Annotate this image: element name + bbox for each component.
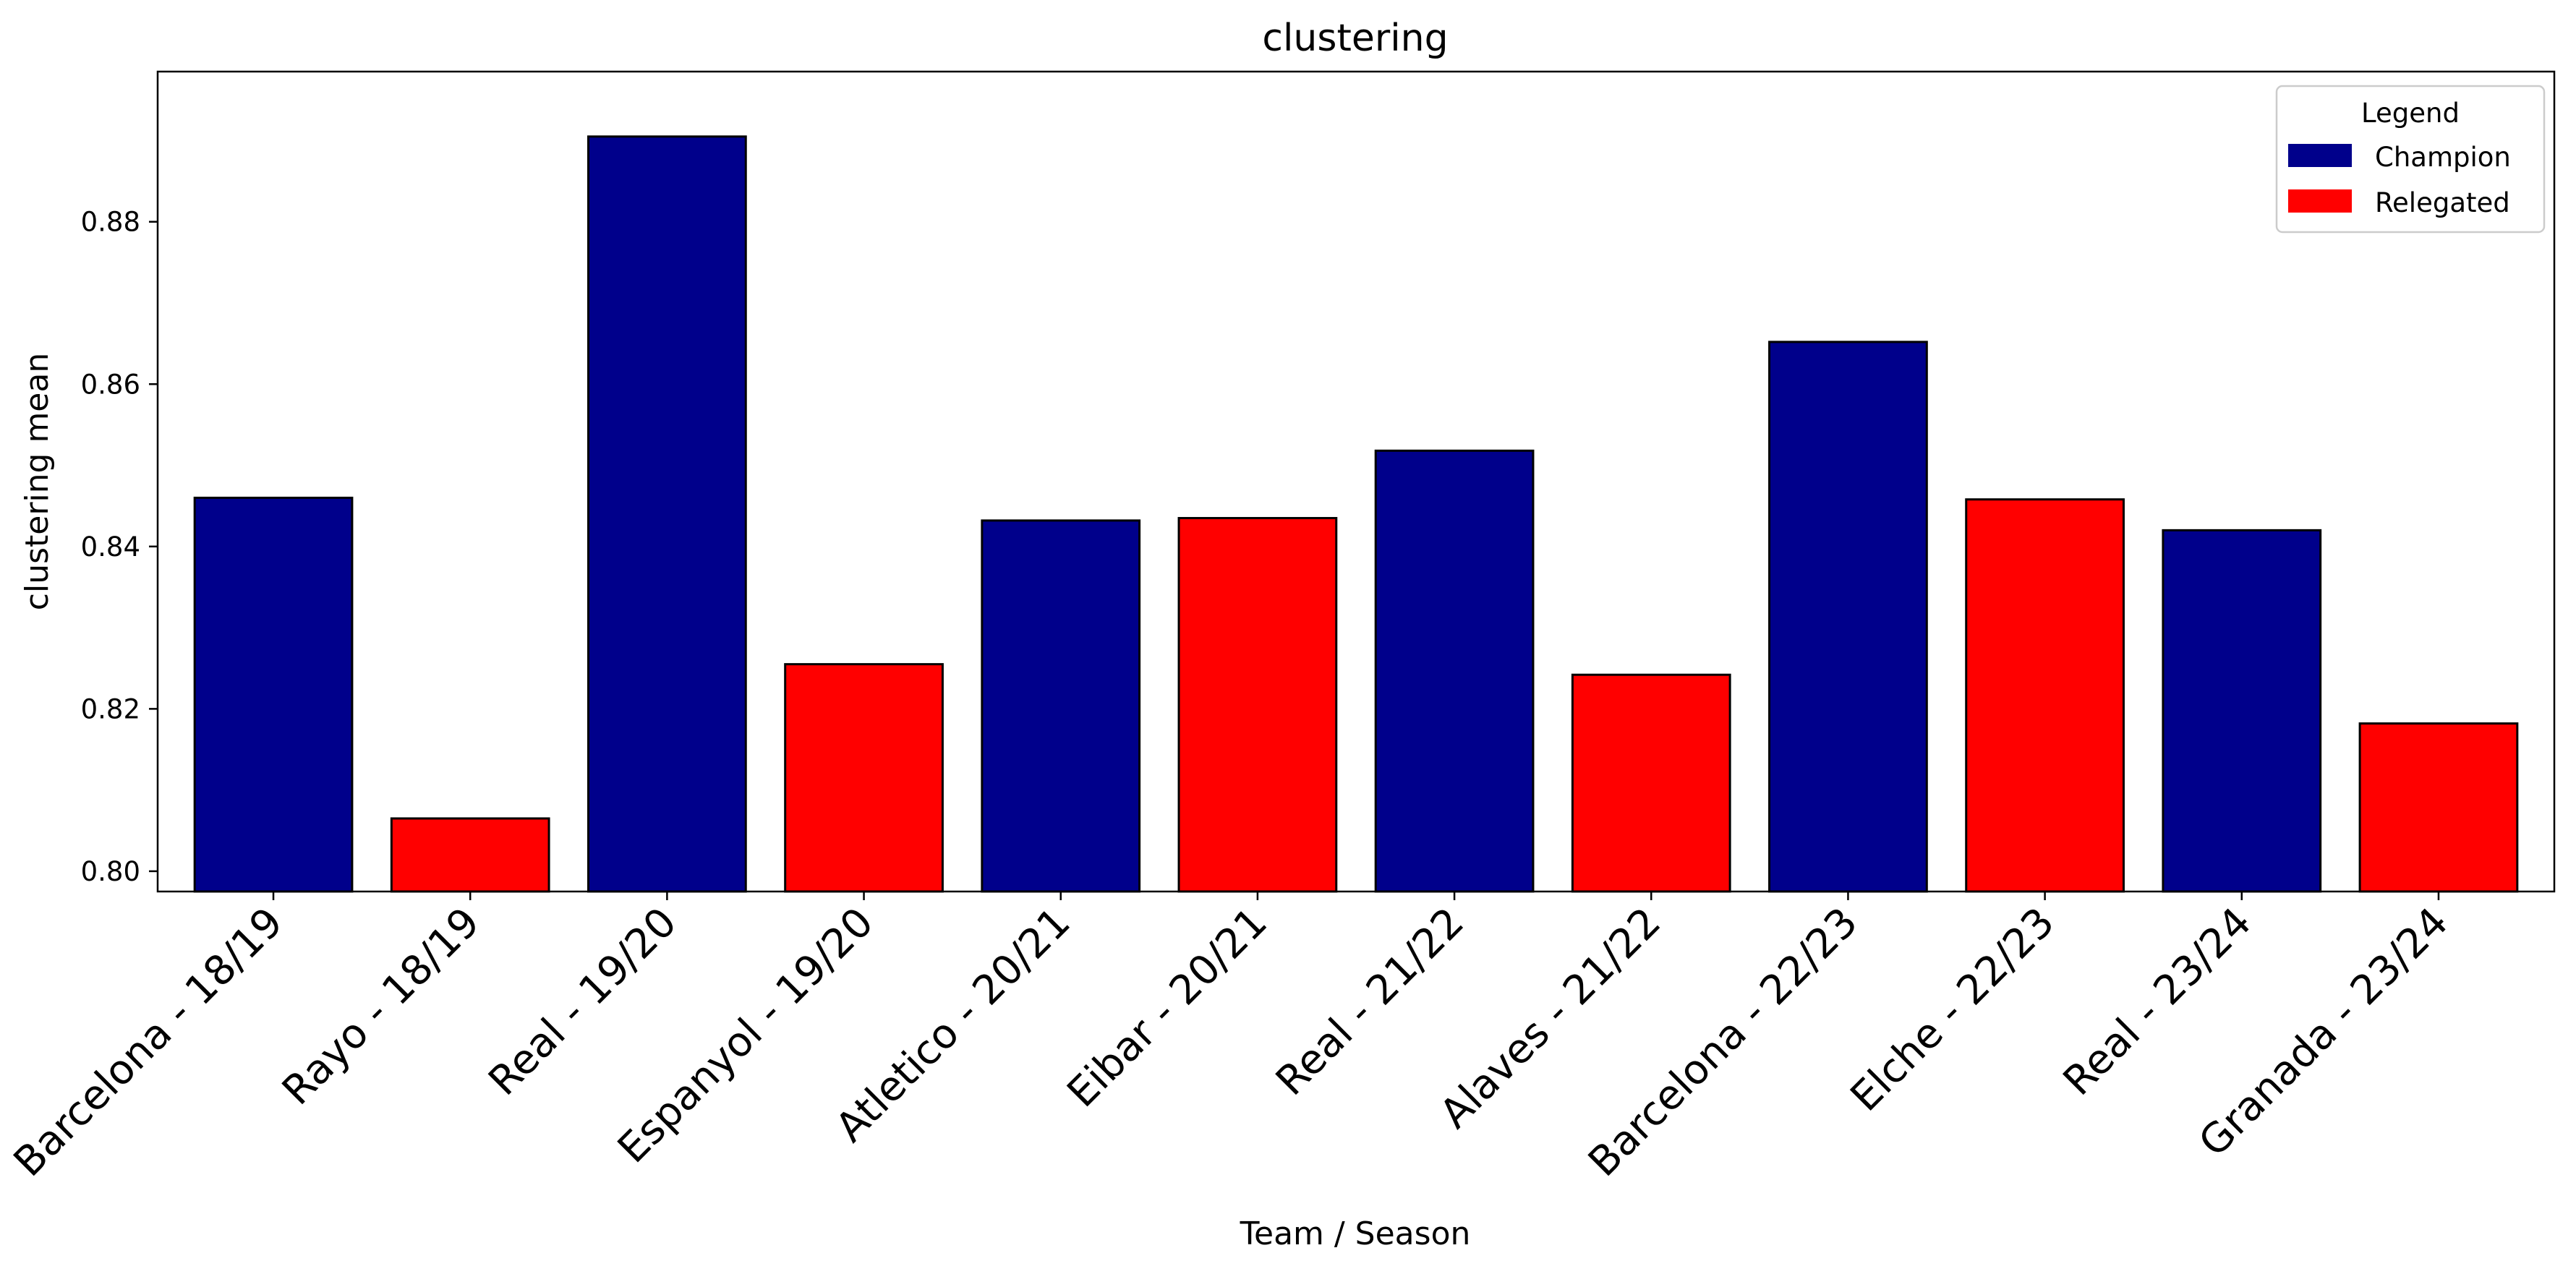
bar-7	[1571, 673, 1731, 893]
legend-label-champion: Champion	[2375, 142, 2511, 173]
bar-9	[1965, 498, 2125, 893]
bar-3	[784, 663, 944, 893]
legend-title: Legend	[2361, 98, 2460, 129]
bar-10	[2162, 529, 2322, 893]
bar-8	[1768, 341, 1928, 893]
x-tick-label-0: Barcelona - 18/19	[5, 899, 292, 1186]
bar-0	[193, 496, 354, 893]
y-tick-label-2: 0.84	[81, 531, 140, 563]
y-tick-label-0: 0.80	[81, 856, 140, 887]
legend-swatch-champion	[2288, 144, 2352, 167]
x-axis-label: Team / Season	[1240, 1215, 1471, 1252]
x-tick-label-1: Rayo - 18/19	[273, 899, 489, 1114]
legend-label-relegated: Relegated	[2375, 187, 2510, 218]
bar-4	[981, 519, 1141, 893]
x-tick-label-9: Elche - 22/23	[1842, 899, 2064, 1121]
bar-11	[2358, 722, 2519, 893]
y-tick-label-1: 0.82	[81, 693, 140, 724]
bar-5	[1177, 517, 1338, 893]
legend-swatch-relegated	[2288, 189, 2352, 213]
legend: Legend Champion Relegated	[2275, 85, 2546, 234]
x-tick-label-2: Real - 19/20	[479, 899, 686, 1105]
x-tick-label-6: Real - 21/22	[1267, 899, 1473, 1105]
y-tick-label-4: 0.88	[81, 207, 140, 238]
bar-1	[390, 817, 550, 893]
x-tick-label-5: Eibar - 20/21	[1059, 899, 1276, 1116]
plot-frame	[156, 70, 2556, 893]
y-axis-label: clustering mean	[19, 353, 56, 610]
y-axis: 0.80 0.82 0.84 0.86 0.88	[81, 207, 158, 887]
bar-6	[1374, 449, 1535, 893]
x-tick-label-10: Real - 23/24	[2055, 899, 2261, 1105]
bars-layer	[193, 135, 2519, 893]
y-tick-label-3: 0.86	[81, 369, 140, 400]
chart-title: clustering	[1262, 17, 1448, 60]
bar-2	[587, 135, 747, 893]
